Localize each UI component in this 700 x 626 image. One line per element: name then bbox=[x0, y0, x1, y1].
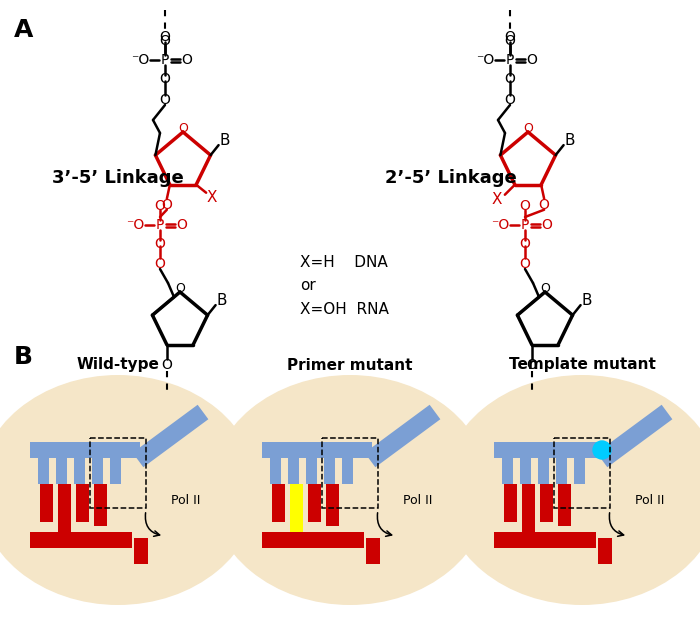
Text: ⁻O: ⁻O bbox=[491, 218, 509, 232]
FancyBboxPatch shape bbox=[272, 484, 285, 522]
Text: O: O bbox=[526, 357, 538, 372]
Text: O: O bbox=[542, 218, 552, 232]
Text: O: O bbox=[181, 53, 193, 67]
FancyBboxPatch shape bbox=[262, 532, 364, 548]
FancyBboxPatch shape bbox=[306, 458, 317, 484]
FancyBboxPatch shape bbox=[494, 532, 596, 548]
Text: B: B bbox=[216, 292, 227, 307]
Text: O: O bbox=[519, 257, 531, 271]
Text: O: O bbox=[505, 30, 515, 44]
FancyBboxPatch shape bbox=[494, 442, 604, 458]
FancyBboxPatch shape bbox=[502, 458, 513, 484]
Polygon shape bbox=[365, 405, 440, 467]
FancyBboxPatch shape bbox=[38, 458, 49, 484]
Text: A: A bbox=[14, 18, 34, 42]
FancyBboxPatch shape bbox=[558, 484, 571, 526]
Text: O: O bbox=[519, 237, 531, 251]
Text: Pol II: Pol II bbox=[403, 493, 433, 506]
FancyBboxPatch shape bbox=[74, 458, 85, 484]
FancyBboxPatch shape bbox=[94, 484, 107, 526]
FancyBboxPatch shape bbox=[520, 458, 531, 484]
Text: O: O bbox=[175, 282, 185, 295]
FancyBboxPatch shape bbox=[598, 538, 612, 564]
FancyBboxPatch shape bbox=[134, 538, 148, 564]
Text: O: O bbox=[505, 34, 515, 48]
Polygon shape bbox=[596, 405, 672, 467]
Text: B: B bbox=[564, 133, 575, 148]
Text: O: O bbox=[155, 237, 165, 251]
Text: X=H    DNA
or
X=OH  RNA: X=H DNA or X=OH RNA bbox=[300, 255, 389, 317]
Text: P: P bbox=[521, 218, 529, 232]
FancyBboxPatch shape bbox=[58, 484, 71, 532]
FancyBboxPatch shape bbox=[92, 458, 103, 484]
Text: O: O bbox=[505, 93, 515, 107]
Text: O: O bbox=[539, 198, 550, 212]
Text: X: X bbox=[207, 190, 218, 205]
FancyBboxPatch shape bbox=[556, 458, 567, 484]
Ellipse shape bbox=[0, 375, 258, 605]
FancyBboxPatch shape bbox=[270, 458, 281, 484]
Text: O: O bbox=[160, 72, 170, 86]
Text: B: B bbox=[219, 133, 230, 148]
Text: O: O bbox=[160, 30, 170, 44]
Ellipse shape bbox=[442, 375, 700, 605]
Text: B: B bbox=[581, 292, 592, 307]
FancyBboxPatch shape bbox=[290, 484, 303, 532]
FancyBboxPatch shape bbox=[574, 458, 585, 484]
Text: Pol II: Pol II bbox=[172, 493, 201, 506]
FancyBboxPatch shape bbox=[30, 532, 132, 548]
FancyBboxPatch shape bbox=[366, 538, 380, 564]
Text: ⁻O: ⁻O bbox=[131, 53, 149, 67]
Text: O: O bbox=[160, 93, 170, 107]
Text: O: O bbox=[519, 199, 531, 213]
Text: O: O bbox=[162, 357, 172, 372]
Ellipse shape bbox=[210, 375, 490, 605]
FancyBboxPatch shape bbox=[326, 484, 339, 526]
Text: O: O bbox=[162, 198, 172, 212]
FancyBboxPatch shape bbox=[40, 484, 53, 522]
Circle shape bbox=[593, 441, 611, 459]
FancyBboxPatch shape bbox=[522, 484, 535, 532]
Text: X: X bbox=[491, 192, 502, 207]
Text: O: O bbox=[155, 257, 165, 271]
Text: O: O bbox=[176, 218, 188, 232]
Polygon shape bbox=[133, 405, 209, 467]
FancyBboxPatch shape bbox=[308, 484, 321, 522]
FancyBboxPatch shape bbox=[540, 484, 553, 522]
Text: O: O bbox=[540, 282, 550, 295]
Text: Primer mutant: Primer mutant bbox=[287, 357, 413, 372]
FancyBboxPatch shape bbox=[56, 458, 67, 484]
FancyBboxPatch shape bbox=[262, 442, 372, 458]
FancyBboxPatch shape bbox=[324, 458, 335, 484]
Text: O: O bbox=[505, 72, 515, 86]
Text: ⁻O: ⁻O bbox=[126, 218, 144, 232]
Text: 2’-5’ Linkage: 2’-5’ Linkage bbox=[385, 169, 517, 187]
Text: Wild-type: Wild-type bbox=[76, 357, 160, 372]
Text: Pol II: Pol II bbox=[636, 493, 665, 506]
FancyBboxPatch shape bbox=[342, 458, 353, 484]
FancyBboxPatch shape bbox=[110, 458, 121, 484]
Text: O: O bbox=[155, 199, 165, 213]
Text: 3’-5’ Linkage: 3’-5’ Linkage bbox=[52, 169, 183, 187]
Text: P: P bbox=[156, 218, 164, 232]
Text: O: O bbox=[160, 34, 170, 48]
FancyBboxPatch shape bbox=[76, 484, 89, 522]
Text: O: O bbox=[523, 123, 533, 135]
FancyBboxPatch shape bbox=[30, 442, 140, 458]
Text: B: B bbox=[14, 345, 33, 369]
Text: O: O bbox=[526, 53, 538, 67]
Text: Template mutant: Template mutant bbox=[509, 357, 655, 372]
Text: ⁻O: ⁻O bbox=[476, 53, 494, 67]
Text: O: O bbox=[178, 123, 188, 135]
FancyBboxPatch shape bbox=[504, 484, 517, 522]
FancyBboxPatch shape bbox=[538, 458, 549, 484]
Text: P: P bbox=[161, 53, 169, 67]
FancyBboxPatch shape bbox=[288, 458, 299, 484]
Text: P: P bbox=[506, 53, 514, 67]
